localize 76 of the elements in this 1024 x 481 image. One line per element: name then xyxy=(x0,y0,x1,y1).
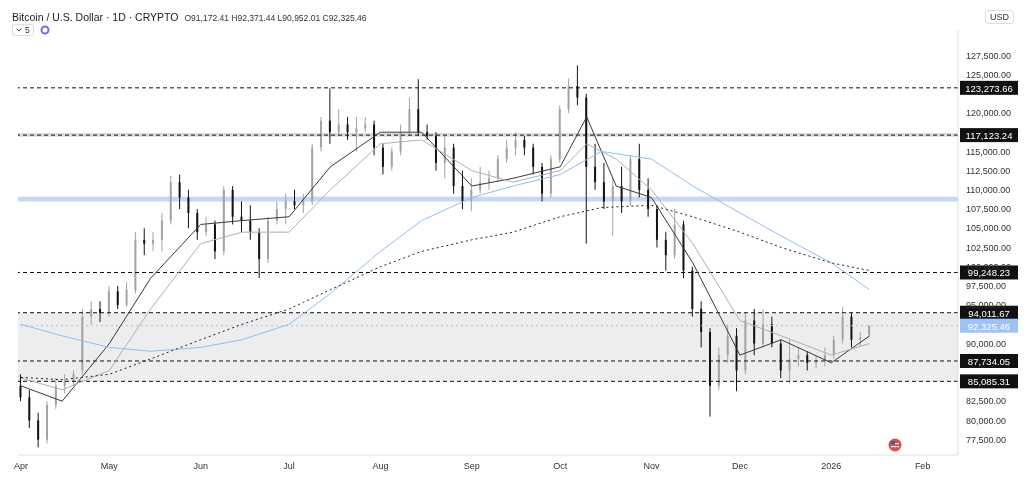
candlestick xyxy=(45,400,48,444)
candlestick xyxy=(355,116,358,152)
x-tick-label: Jul xyxy=(283,461,295,472)
candlestick xyxy=(726,323,729,364)
candlestick xyxy=(479,166,482,195)
y-tick-label: 112,500.00 xyxy=(966,165,1011,176)
candlestick xyxy=(205,216,208,237)
x-tick-label: Nov xyxy=(643,461,661,472)
candlestick xyxy=(611,177,614,237)
candlestick xyxy=(505,139,508,164)
y-tick-label: 120,000.00 xyxy=(966,108,1012,119)
candlestick xyxy=(187,189,190,229)
candlestick xyxy=(523,135,526,156)
y-tick-label: 80,000.00 xyxy=(966,415,1007,426)
x-tick-label: Dec xyxy=(731,461,749,472)
ref-line-label: 117,123.24 xyxy=(965,130,1013,142)
ref-line-label: 92,325.46 xyxy=(967,320,1011,332)
candlestick xyxy=(567,77,570,114)
candlestick xyxy=(461,170,464,210)
candlestick xyxy=(514,131,517,156)
candlestick xyxy=(293,189,296,210)
candlestick xyxy=(841,306,844,345)
candlestick xyxy=(143,227,146,256)
candlestick xyxy=(116,285,119,310)
candlestick xyxy=(284,193,287,225)
ref-line-label: 87,734.05 xyxy=(967,355,1011,367)
y-tick-label: 102,500.00 xyxy=(966,242,1012,253)
x-tick-label: Apr xyxy=(13,461,28,472)
candlestick xyxy=(107,285,110,318)
y-tick-label: 77,500.00 xyxy=(966,434,1007,445)
ref-line-label: 123,273.66 xyxy=(965,82,1013,94)
y-tick-label: 105,000.00 xyxy=(966,223,1012,234)
y-tick-label: 127,500.00 xyxy=(966,50,1012,61)
x-tick-label: May xyxy=(100,461,119,472)
x-tick-label: Oct xyxy=(553,461,568,472)
annotation: 5 xyxy=(25,25,30,35)
candlestick xyxy=(664,231,667,272)
candlestick xyxy=(496,154,499,183)
candlestick xyxy=(381,143,384,175)
ref-line-label: 94,011.67 xyxy=(968,307,1010,319)
candlestick xyxy=(178,173,181,210)
candlestick xyxy=(337,108,340,137)
candlestick xyxy=(797,346,800,368)
candlestick xyxy=(125,281,128,308)
candlestick xyxy=(762,308,765,348)
y-tick-label: 115,000.00 xyxy=(966,146,1011,157)
candlestick xyxy=(28,389,31,429)
x-tick-label: Jun xyxy=(193,461,208,472)
chart-subtitle: O91,172.41 H92,371.44 L90,952.01 C92,325.46 xyxy=(184,13,367,23)
candlestick xyxy=(267,216,269,264)
y-tick-label: 110,000.00 xyxy=(966,185,1011,196)
y-axis-title: USD xyxy=(984,10,1014,24)
y-tick-label: 107,500.00 xyxy=(966,204,1012,215)
ref-line-label: 85,085.31 xyxy=(967,376,1011,388)
candlestick xyxy=(408,97,411,137)
candlestick xyxy=(647,177,650,218)
candlestick xyxy=(90,300,93,325)
x-tick-label: Sep xyxy=(463,461,480,472)
chart-title: Bitcoin / U.S. Dollar · 1D · CRYPTO xyxy=(12,11,179,23)
candlestick xyxy=(390,147,393,172)
y-tick-label: 90,000.00 xyxy=(966,338,1007,349)
candlestick xyxy=(160,212,163,252)
candlestick xyxy=(37,412,40,448)
candlestick xyxy=(602,162,605,210)
y-tick-label: 97,500.00 xyxy=(966,281,1007,292)
x-tick-label: Aug xyxy=(372,461,389,472)
candlestick xyxy=(488,170,490,191)
x-tick-label: Feb xyxy=(914,461,931,472)
candlestick xyxy=(532,143,535,175)
candlestick xyxy=(275,200,278,225)
y-tick-label: 82,500.00 xyxy=(966,396,1007,407)
candlestick xyxy=(152,231,155,252)
candlestick xyxy=(594,143,597,191)
y-tick-label: 125,000.00 xyxy=(966,69,1012,80)
candlestick xyxy=(63,373,66,395)
x-tick-label: 2026 xyxy=(821,461,842,472)
